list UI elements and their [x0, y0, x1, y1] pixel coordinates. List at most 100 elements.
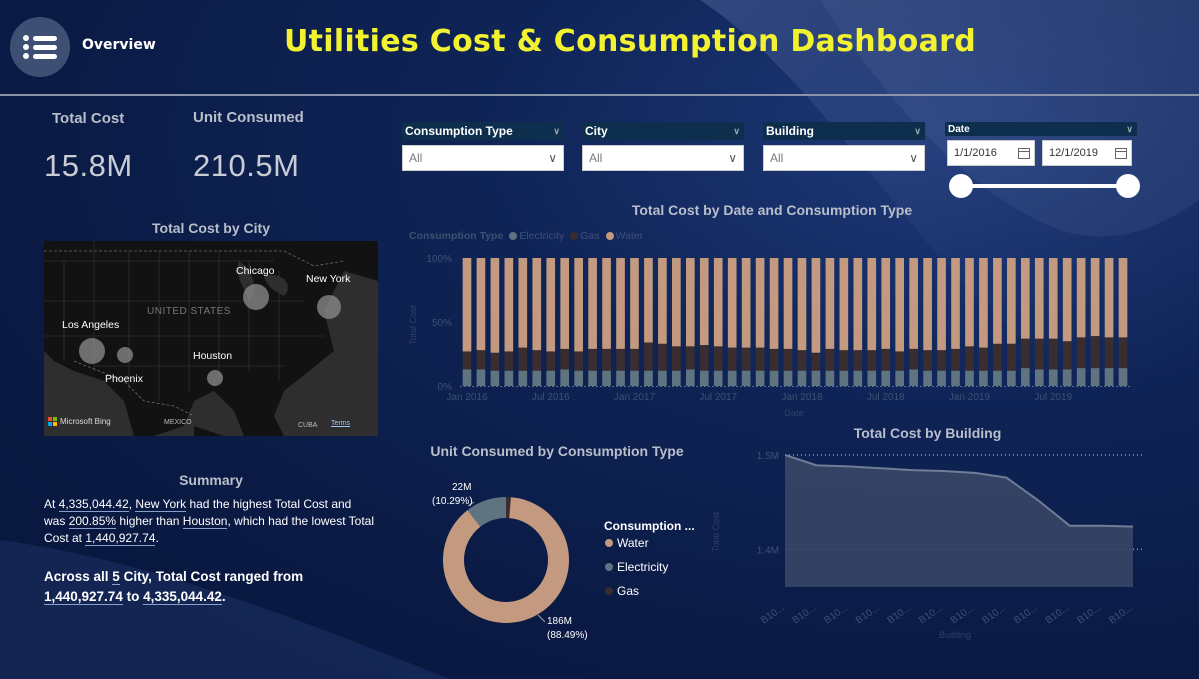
overview-label[interactable]: Overview [82, 37, 156, 53]
bar-segment-gas[interactable] [741, 347, 751, 371]
bar-segment-water[interactable] [1090, 258, 1100, 337]
bar-segment-water[interactable] [490, 258, 500, 353]
bar-segment-water[interactable] [1034, 258, 1044, 339]
bar-segment-electricity[interactable] [588, 370, 597, 386]
bar-segment-electricity[interactable] [965, 370, 974, 386]
bar-segment-gas[interactable] [1104, 337, 1114, 369]
bar-segment-gas[interactable] [755, 347, 765, 371]
bar-segment-water[interactable] [1048, 258, 1058, 339]
bar-segment-gas[interactable] [839, 350, 849, 371]
bar-segment-water[interactable] [937, 258, 946, 351]
bar-segment-electricity[interactable] [462, 369, 472, 386]
bar-segment-electricity[interactable] [1020, 368, 1030, 386]
bar-segment-water[interactable] [546, 258, 556, 352]
bar-segment-water[interactable] [462, 258, 472, 352]
bar-segment-electricity[interactable] [1062, 369, 1072, 386]
bar-segment-electricity[interactable] [881, 370, 891, 386]
bar-segment-water[interactable] [1062, 258, 1072, 342]
bar-segment-electricity[interactable] [560, 369, 570, 386]
bar-segment-water[interactable] [658, 258, 667, 344]
bar-segment-gas[interactable] [979, 347, 988, 371]
calendar-icon[interactable] [1018, 147, 1030, 159]
bar-segment-electricity[interactable] [755, 370, 765, 386]
bar-segment-water[interactable] [1020, 258, 1030, 339]
bar-segment-electricity[interactable] [672, 370, 681, 386]
bar-segment-electricity[interactable] [923, 370, 932, 386]
bar-segment-water[interactable] [783, 258, 793, 349]
bar-segment-water[interactable] [672, 258, 681, 347]
bar-segment-gas[interactable] [504, 351, 514, 371]
bar-segment-gas[interactable] [713, 346, 723, 371]
bar-segment-electricity[interactable] [909, 369, 918, 386]
bar-segment-water[interactable] [630, 258, 639, 349]
bar-segment-electricity[interactable] [1076, 368, 1086, 386]
bar-segment-gas[interactable] [588, 348, 597, 371]
bar-segment-gas[interactable] [672, 346, 681, 371]
bar-segment-electricity[interactable] [727, 370, 737, 386]
bar-segment-water[interactable] [881, 258, 891, 349]
bar-segment-gas[interactable] [797, 350, 807, 371]
bar-segment-water[interactable] [588, 258, 597, 349]
donut-chart[interactable]: 186M (88.49%) 22M (10.29%) Consumption ... Wa… [402, 470, 712, 650]
bar-segment-gas[interactable] [574, 351, 583, 371]
city-map[interactable]: Chicago New York Los Angeles Houston Pho… [44, 241, 378, 436]
bar-segment-water[interactable] [741, 258, 751, 348]
bar-segment-water[interactable] [923, 258, 932, 351]
bar-segment-gas[interactable] [965, 346, 974, 371]
bar-segment-gas[interactable] [783, 348, 793, 371]
bar-segment-water[interactable] [811, 258, 821, 353]
bar-segment-water[interactable] [895, 258, 905, 352]
bar-segment-electricity[interactable] [993, 370, 1002, 386]
bar-segment-gas[interactable] [602, 348, 611, 371]
stacked-bar-chart[interactable]: 100% 50% 0% Total Cost Jan 2016 Jul 2016 Jan 2… [402, 245, 1142, 420]
donut-legend-gas[interactable]: Gas [617, 584, 639, 598]
city-dropdown[interactable]: All ∨ [582, 145, 744, 171]
bar-segment-gas[interactable] [937, 350, 946, 371]
bar-segment-gas[interactable] [1076, 337, 1086, 369]
bar-segment-water[interactable] [979, 258, 988, 348]
bar-segment-electricity[interactable] [602, 370, 611, 386]
date-slider-end-handle[interactable] [1116, 174, 1140, 198]
bar-segment-gas[interactable] [811, 352, 821, 371]
bar-segment-electricity[interactable] [979, 370, 988, 386]
terms-link[interactable]: Terms [331, 420, 351, 427]
bar-segment-gas[interactable] [1048, 338, 1058, 370]
bar-segment-gas[interactable] [951, 348, 960, 371]
bar-segment-electricity[interactable] [951, 370, 960, 386]
date-slider-start-handle[interactable] [949, 174, 973, 198]
donut-legend-electricity[interactable]: Electricity [617, 560, 668, 574]
bar-segment-electricity[interactable] [546, 370, 556, 386]
bar-segment-water[interactable] [574, 258, 583, 352]
bar-segment-gas[interactable] [532, 350, 542, 371]
bar-segment-electricity[interactable] [1007, 370, 1016, 386]
bar-segment-gas[interactable] [1007, 343, 1016, 371]
bar-segment-water[interactable] [839, 258, 849, 351]
bar-segment-gas[interactable] [546, 351, 556, 371]
bar-segment-electricity[interactable] [825, 370, 835, 386]
consumption-type-dropdown[interactable]: All ∨ [402, 145, 564, 171]
bar-segment-water[interactable] [909, 258, 918, 349]
bar-segment-electricity[interactable] [839, 370, 849, 386]
date-slider-track[interactable] [960, 184, 1130, 188]
bar-segment-electricity[interactable] [616, 370, 625, 386]
building-dropdown[interactable]: All ∨ [763, 145, 925, 171]
chevron-down-icon[interactable]: ∨ [733, 125, 740, 136]
bar-segment-electricity[interactable] [518, 370, 528, 386]
end-date-input[interactable]: 12/1/2019 [1042, 140, 1132, 166]
donut-slice-water[interactable] [443, 497, 569, 623]
bar-segment-water[interactable] [518, 258, 528, 348]
bar-segment-water[interactable] [602, 258, 611, 349]
bar-segment-gas[interactable] [923, 350, 932, 371]
bar-segment-gas[interactable] [1020, 338, 1030, 369]
bar-segment-electricity[interactable] [1048, 369, 1058, 386]
bar-segment-gas[interactable] [616, 348, 625, 371]
bar-segment-gas[interactable] [867, 350, 877, 371]
bar-segment-electricity[interactable] [769, 370, 779, 386]
bar-segment-water[interactable] [560, 258, 570, 349]
bar-segment-electricity[interactable] [895, 370, 905, 386]
bar-segment-electricity[interactable] [658, 370, 667, 386]
bar-segment-gas[interactable] [630, 348, 639, 371]
bar-segment-gas[interactable] [699, 345, 709, 371]
bar-segment-water[interactable] [476, 258, 486, 351]
donut-slice-electricity[interactable] [467, 497, 506, 527]
